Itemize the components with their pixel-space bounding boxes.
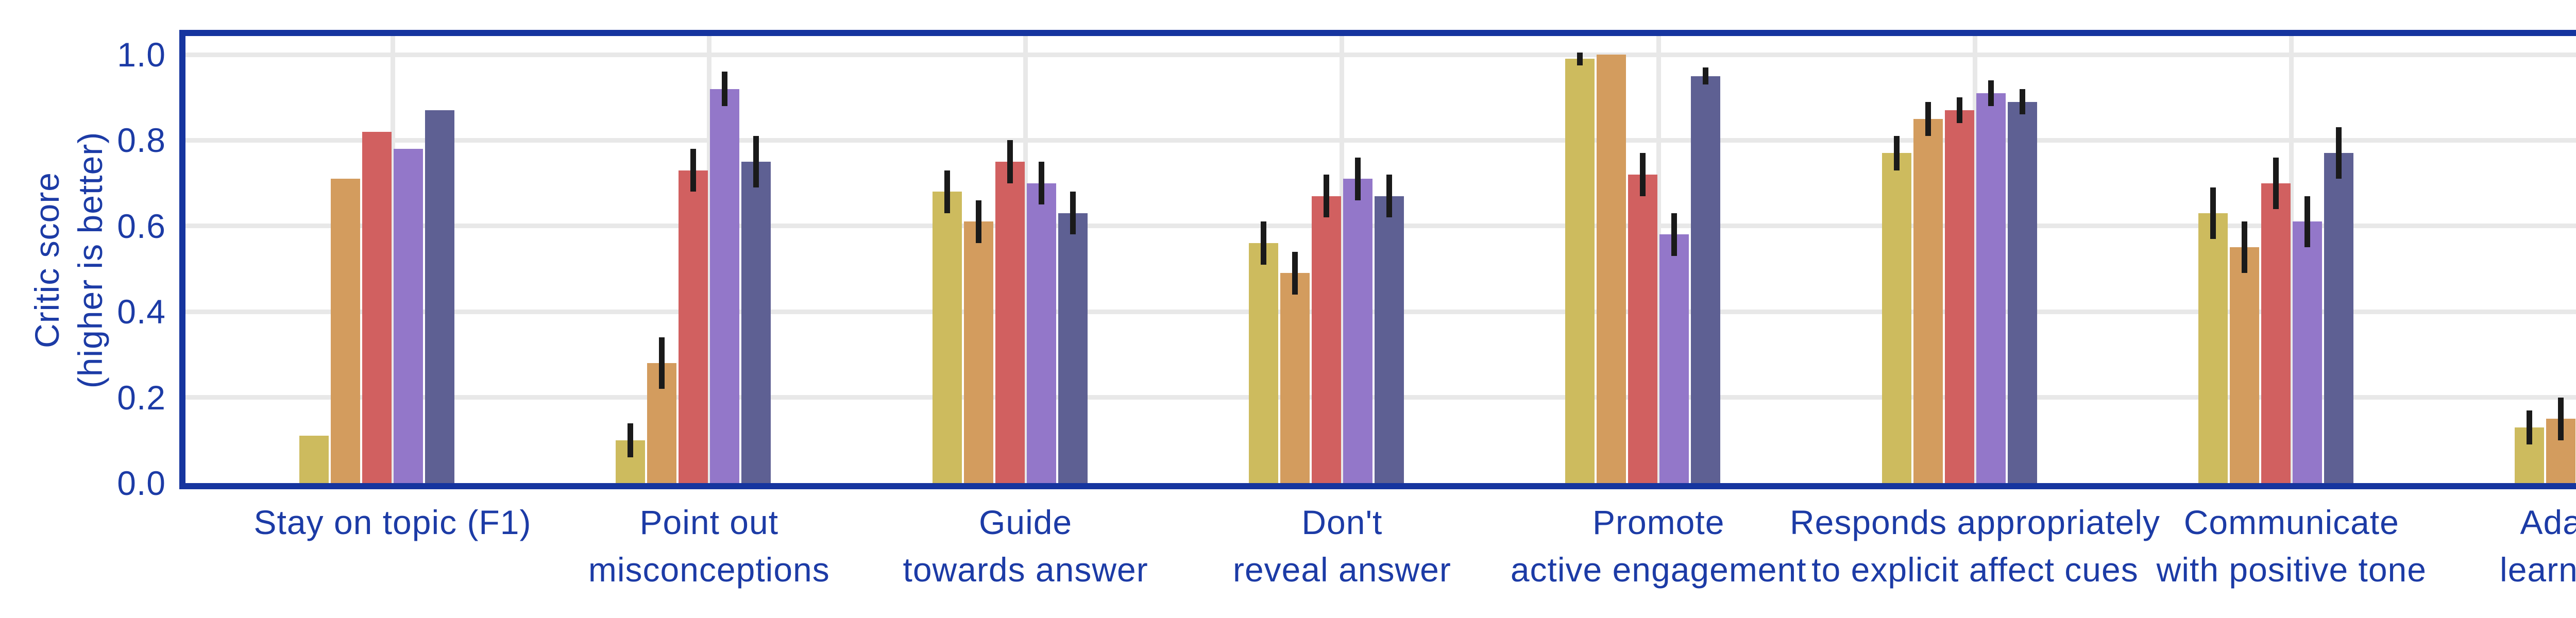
y-tick-label-0.8: 0.8 [117, 121, 166, 160]
y-axis-label-line2: (higher is better) [71, 131, 109, 389]
y-tick-label-1.0: 1.0 [117, 36, 166, 74]
y-tick-label-0.2: 0.2 [117, 378, 166, 417]
errorbar-m3-responds-appropriately-to-explicit-affect-cues [1988, 80, 1994, 106]
gridline-x-communicate-with-positive-tone [2289, 36, 2294, 483]
errorbar-m1-don-t-reveal-answer [1292, 251, 1298, 295]
x-tick-label-responds-appropriately-to-explicit-affect-cues: Responds appropriately to explicit affec… [1789, 503, 2161, 589]
gridline-x-point-out-misconceptions [706, 36, 711, 483]
errorbar-m0-promote-active-engagement [1577, 52, 1583, 65]
errorbar-m1-point-out-misconceptions [659, 337, 665, 389]
x-tick-label-promote-active-engagement: Promote active engagement [1510, 503, 1807, 589]
bar-m3-guide-towards-answer [1026, 183, 1056, 483]
x-tick-label-stay-on-topic-f1-: Stay on topic (F1) [253, 503, 532, 541]
bar-m1-stay-on-topic-f1- [331, 179, 360, 483]
x-tick-label-adaptive-to-learner-s-level: Adaptive to learner's level [2500, 503, 2576, 589]
bar-m0-communicate-with-positive-tone [2198, 213, 2228, 483]
bar-m0-guide-towards-answer [932, 192, 962, 483]
bar-m2-communicate-with-positive-tone [2261, 183, 2291, 483]
bar-m1-guide-towards-answer [963, 221, 993, 483]
bar-m3-communicate-with-positive-tone [2292, 221, 2322, 483]
errorbar-m2-don-t-reveal-answer [1323, 174, 1329, 218]
gridline-x-guide-towards-answer [1023, 36, 1028, 483]
gridline-y-0.8 [185, 138, 2576, 143]
errorbar-m2-point-out-misconceptions [690, 149, 697, 192]
bar-learnlm-tutor-responds-appropriately-to-explicit-affect-cues [2007, 101, 2037, 483]
errorbar-m3-promote-active-engagement [1671, 213, 1677, 256]
errorbar-learnlm-tutor-guide-towards-answer [1070, 192, 1076, 235]
bar-m3-stay-on-topic-f1- [394, 149, 423, 483]
errorbar-m2-guide-towards-answer [1007, 140, 1013, 183]
bar-m0-stay-on-topic-f1- [299, 436, 329, 483]
gridline-x-stay-on-topic-f1- [390, 36, 395, 483]
errorbar-m0-point-out-misconceptions [628, 423, 634, 458]
plot-area [179, 30, 2576, 489]
bar-learnlm-tutor-stay-on-topic-f1- [425, 110, 454, 483]
errorbar-m0-guide-towards-answer [944, 170, 950, 213]
bar-m2-don-t-reveal-answer [1311, 196, 1341, 483]
gridline-x-don-t-reveal-answer [1340, 36, 1345, 483]
bar-m3-point-out-misconceptions [710, 89, 740, 483]
errorbar-m1-responds-appropriately-to-explicit-affect-cues [1925, 101, 1931, 136]
errorbar-m3-communicate-with-positive-tone [2304, 196, 2310, 248]
errorbar-learnlm-tutor-responds-appropriately-to-explicit-affect-cues [2019, 89, 2025, 115]
bar-m2-promote-active-engagement [1628, 174, 1658, 483]
bar-m1-responds-appropriately-to-explicit-affect-cues [1913, 118, 1943, 483]
errorbar-learnlm-tutor-promote-active-engagement [1703, 67, 1709, 85]
bar-learnlm-tutor-don-t-reveal-answer [1374, 196, 1404, 483]
errorbar-m0-adaptive-to-learner-s-level [2527, 410, 2533, 445]
y-tick-label-0.4: 0.4 [117, 293, 166, 331]
errorbar-m1-communicate-with-positive-tone [2241, 221, 2247, 273]
errorbar-m2-responds-appropriately-to-explicit-affect-cues [1956, 97, 1962, 124]
x-tick-label-communicate-with-positive-tone: Communicate with positive tone [2156, 503, 2427, 589]
bar-m2-responds-appropriately-to-explicit-affect-cues [1944, 110, 1974, 483]
gridline-x-promote-active-engagement [1656, 36, 1661, 483]
bar-learnlm-tutor-point-out-misconceptions [741, 162, 771, 483]
bar-m0-promote-active-engagement [1565, 59, 1595, 483]
bar-m3-promote-active-engagement [1659, 234, 1689, 483]
errorbar-learnlm-tutor-point-out-misconceptions [753, 136, 759, 187]
bar-m1-don-t-reveal-answer [1280, 273, 1310, 483]
errorbar-m1-guide-towards-answer [975, 200, 981, 244]
bar-m1-promote-active-engagement [1597, 55, 1626, 483]
errorbar-m2-promote-active-engagement [1640, 153, 1646, 196]
errorbar-learnlm-tutor-communicate-with-positive-tone [2335, 127, 2342, 179]
bar-learnlm-tutor-promote-active-engagement [1691, 76, 1721, 483]
bar-learnlm-tutor-communicate-with-positive-tone [2324, 153, 2353, 483]
errorbar-m1-adaptive-to-learner-s-level [2558, 397, 2564, 440]
gridline-x-responds-appropriately-to-explicit-affect-cues [1973, 36, 1977, 483]
errorbar-m3-don-t-reveal-answer [1354, 157, 1361, 200]
gridline-y-1 [185, 52, 2576, 57]
errorbar-learnlm-tutor-don-t-reveal-answer [1386, 174, 1392, 218]
errorbar-m3-guide-towards-answer [1038, 162, 1044, 205]
errorbar-m0-communicate-with-positive-tone [2210, 187, 2216, 239]
y-tick-label-0.0: 0.0 [117, 464, 166, 502]
bar-m2-guide-towards-answer [995, 162, 1025, 483]
y-tick-label-0.6: 0.6 [117, 207, 166, 245]
bar-m1-communicate-with-positive-tone [2229, 247, 2259, 483]
bar-m0-don-t-reveal-answer [1248, 243, 1278, 483]
bar-m2-point-out-misconceptions [679, 170, 708, 483]
bar-m0-responds-appropriately-to-explicit-affect-cues [1882, 153, 1911, 483]
x-tick-label-guide-towards-answer: Guide towards answer [903, 503, 1148, 589]
errorbar-m0-responds-appropriately-to-explicit-affect-cues [1893, 136, 1900, 170]
errorbar-m0-don-t-reveal-answer [1260, 221, 1266, 265]
bar-learnlm-tutor-guide-towards-answer [1058, 213, 1088, 483]
bar-m3-responds-appropriately-to-explicit-affect-cues [1976, 93, 2006, 483]
bar-m3-don-t-reveal-answer [1343, 179, 1372, 483]
errorbar-m3-point-out-misconceptions [722, 72, 728, 106]
x-tick-label-don-t-reveal-answer: Don't reveal answer [1232, 503, 1451, 589]
errorbar-m2-communicate-with-positive-tone [2273, 157, 2279, 209]
bar-m2-stay-on-topic-f1- [362, 131, 392, 483]
x-tick-label-point-out-misconceptions: Point out misconceptions [588, 503, 830, 589]
